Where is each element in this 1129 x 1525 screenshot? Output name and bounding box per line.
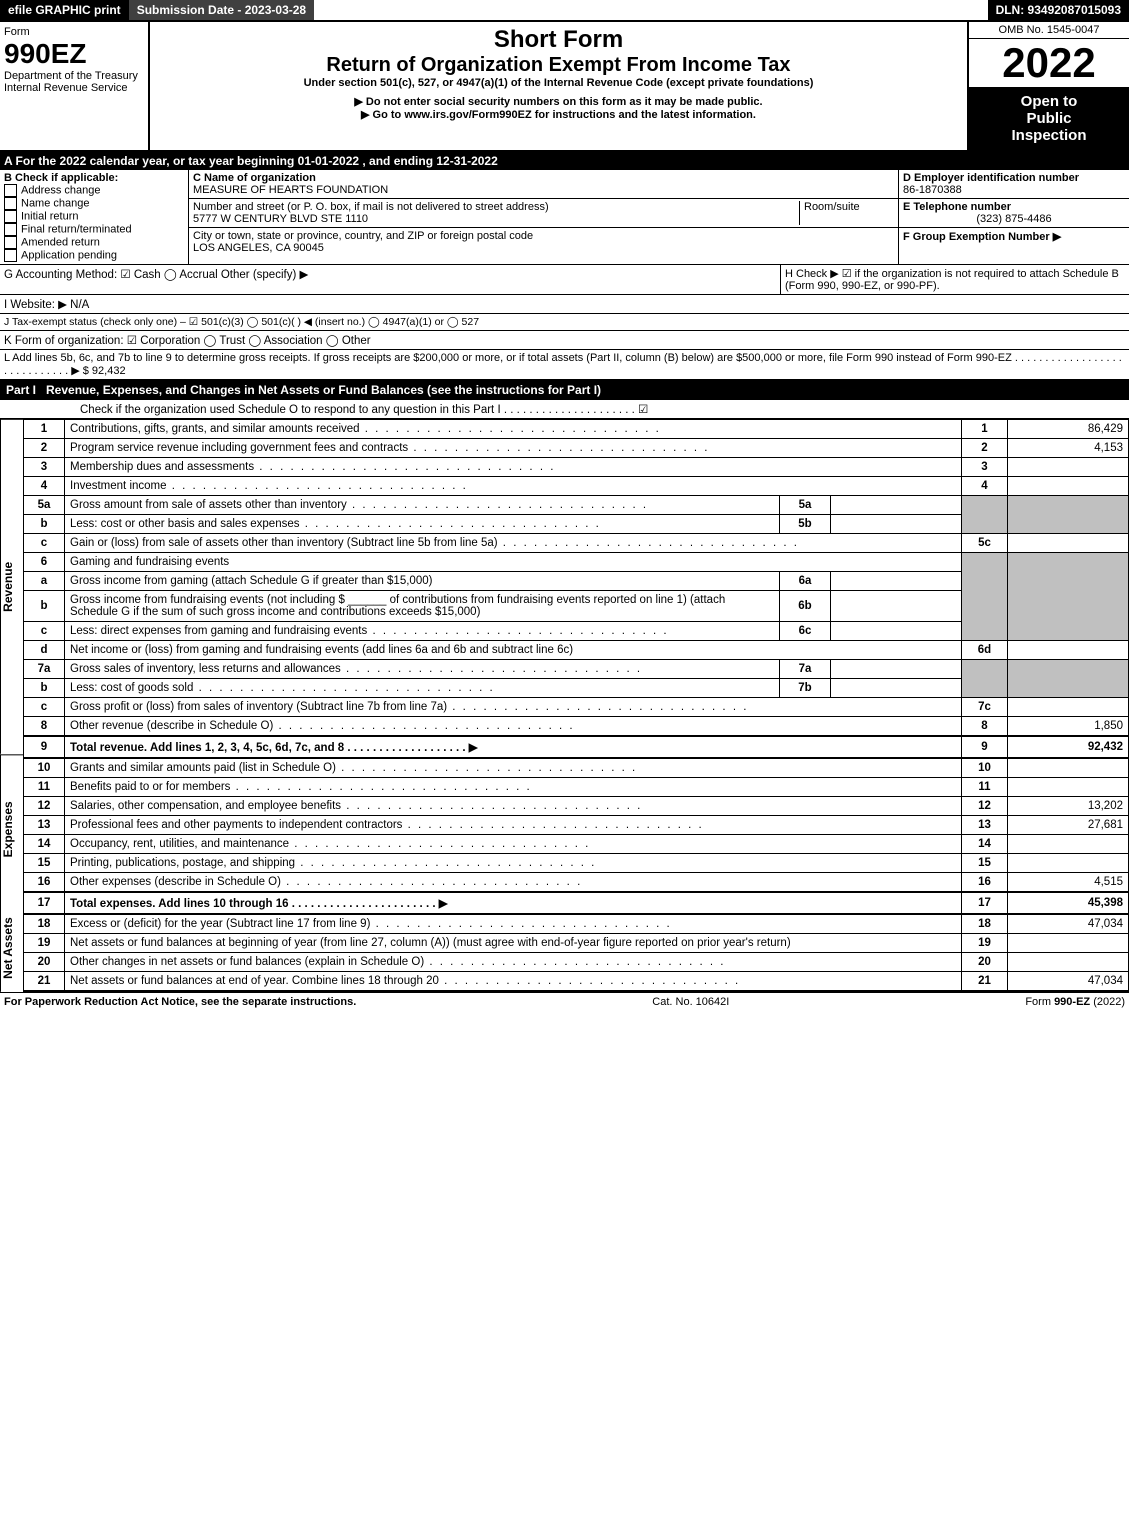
row-7c: cGross profit or (loss) from sales of in…	[24, 698, 1129, 717]
dept: Department of the Treasury	[4, 70, 144, 82]
row-13: 13Professional fees and other payments t…	[24, 816, 1129, 835]
room-suite: Room/suite	[799, 201, 894, 225]
group-exempt-label: F Group Exemption Number ▶	[903, 231, 1061, 243]
title-return: Return of Organization Exempt From Incom…	[154, 54, 963, 77]
row-11: 11Benefits paid to or for members11	[24, 778, 1129, 797]
open2: Public	[975, 110, 1123, 127]
row-3: 3Membership dues and assessments3	[24, 458, 1129, 477]
row-20: 20Other changes in net assets or fund ba…	[24, 953, 1129, 972]
row-6: 6Gaming and fundraising events	[24, 553, 1129, 572]
row-19: 19Net assets or fund balances at beginni…	[24, 934, 1129, 953]
part-1-check: Check if the organization used Schedule …	[0, 400, 1129, 419]
c-name-label: C Name of organization	[193, 172, 316, 184]
org-address: 5777 W CENTURY BLVD STE 1110	[193, 213, 368, 225]
ein-label: D Employer identification number	[903, 172, 1079, 184]
footer-center: Cat. No. 10642I	[652, 996, 729, 1008]
part-1-label: Part I	[6, 383, 46, 397]
row-21: 21Net assets or fund balances at end of …	[24, 972, 1129, 992]
row-8: 8Other revenue (describe in Schedule O)8…	[24, 717, 1129, 737]
line-a: A For the 2022 calendar year, or tax yea…	[0, 152, 1129, 170]
row-17: 17Total expenses. Add lines 10 through 1…	[24, 892, 1129, 914]
col-d: D Employer identification number 86-1870…	[899, 170, 1129, 264]
row-10: 10Grants and similar amounts paid (list …	[24, 758, 1129, 778]
omb: OMB No. 1545-0047	[969, 22, 1129, 39]
line-h: H Check ▶ ☑ if the organization is not r…	[781, 265, 1129, 294]
chk-final[interactable]: Final return/terminated	[4, 223, 184, 236]
city-label: City or town, state or province, country…	[193, 230, 533, 242]
page-footer: For Paperwork Reduction Act Notice, see …	[0, 992, 1129, 1011]
tel: (323) 875-4486	[903, 213, 1125, 225]
org-name: MEASURE OF HEARTS FOUNDATION	[193, 184, 388, 196]
col-b: B Check if applicable: Address change Na…	[0, 170, 189, 264]
row-5a: 5aGross amount from sale of assets other…	[24, 496, 1129, 515]
submission-date: Submission Date - 2023-03-28	[129, 0, 314, 20]
org-city: LOS ANGELES, CA 90045	[193, 242, 324, 254]
efile-print-button[interactable]: efile GRAPHIC print	[0, 0, 129, 20]
dln: DLN: 93492087015093	[988, 0, 1129, 20]
chk-address[interactable]: Address change	[4, 184, 184, 197]
title-short-form: Short Form	[154, 26, 963, 54]
part-1-title: Revenue, Expenses, and Changes in Net As…	[46, 383, 601, 397]
section-revenue: Revenue	[0, 419, 23, 754]
form-header: Form 990EZ Department of the Treasury In…	[0, 22, 1129, 152]
row-14: 14Occupancy, rent, utilities, and mainte…	[24, 835, 1129, 854]
goto-link[interactable]: ▶ Go to www.irs.gov/Form990EZ for instru…	[154, 108, 963, 121]
line-l: L Add lines 5b, 6c, and 7b to line 9 to …	[0, 350, 1129, 380]
chk-pending[interactable]: Application pending	[4, 249, 184, 262]
form-word: Form	[4, 26, 144, 38]
open3: Inspection	[975, 127, 1123, 144]
open-to-public: Open to Public Inspection	[969, 87, 1129, 150]
row-15: 15Printing, publications, postage, and s…	[24, 854, 1129, 873]
ssn-warning: ▶ Do not enter social security numbers o…	[154, 95, 963, 108]
identity-grid: B Check if applicable: Address change Na…	[0, 170, 1129, 265]
section-expenses: Expenses	[0, 754, 23, 904]
tel-label: E Telephone number	[903, 201, 1011, 213]
footer-right: Form 990-EZ (2022)	[1025, 996, 1125, 1008]
open1: Open to	[975, 93, 1123, 110]
subtitle: Under section 501(c), 527, or 4947(a)(1)…	[154, 77, 963, 89]
chk-name[interactable]: Name change	[4, 197, 184, 210]
lines-table: 1Contributions, gifts, grants, and simil…	[23, 419, 1129, 992]
form-number: 990EZ	[4, 38, 144, 70]
section-netassets: Net Assets	[0, 904, 23, 992]
chk-amended[interactable]: Amended return	[4, 236, 184, 249]
line-g: G Accounting Method: ☑ Cash ◯ Accrual Ot…	[0, 265, 781, 294]
row-5c: cGain or (loss) from sale of assets othe…	[24, 534, 1129, 553]
line-k: K Form of organization: ☑ Corporation ◯ …	[0, 331, 1129, 350]
col-c: C Name of organization MEASURE OF HEARTS…	[189, 170, 899, 264]
row-1: 1Contributions, gifts, grants, and simil…	[24, 420, 1129, 439]
irs: Internal Revenue Service	[4, 82, 144, 94]
row-2: 2Program service revenue including gover…	[24, 439, 1129, 458]
chk-initial[interactable]: Initial return	[4, 210, 184, 223]
row-9: 9Total revenue. Add lines 1, 2, 3, 4, 5c…	[24, 736, 1129, 758]
tax-year: 2022	[969, 39, 1129, 87]
footer-left: For Paperwork Reduction Act Notice, see …	[4, 996, 356, 1008]
row-7a: 7aGross sales of inventory, less returns…	[24, 660, 1129, 679]
ein: 86-1870388	[903, 184, 962, 196]
row-18: 18Excess or (deficit) for the year (Subt…	[24, 914, 1129, 934]
row-6d: dNet income or (loss) from gaming and fu…	[24, 641, 1129, 660]
top-bar: efile GRAPHIC print Submission Date - 20…	[0, 0, 1129, 22]
part-1-header: Part I Revenue, Expenses, and Changes in…	[0, 380, 1129, 400]
row-16: 16Other expenses (describe in Schedule O…	[24, 873, 1129, 893]
line-i: I Website: ▶ N/A	[0, 295, 1129, 314]
line-j: J Tax-exempt status (check only one) – ☑…	[0, 314, 1129, 331]
addr-label: Number and street (or P. O. box, if mail…	[193, 201, 549, 213]
row-4: 4Investment income4	[24, 477, 1129, 496]
b-label: B Check if applicable:	[4, 172, 184, 184]
row-12: 12Salaries, other compensation, and empl…	[24, 797, 1129, 816]
